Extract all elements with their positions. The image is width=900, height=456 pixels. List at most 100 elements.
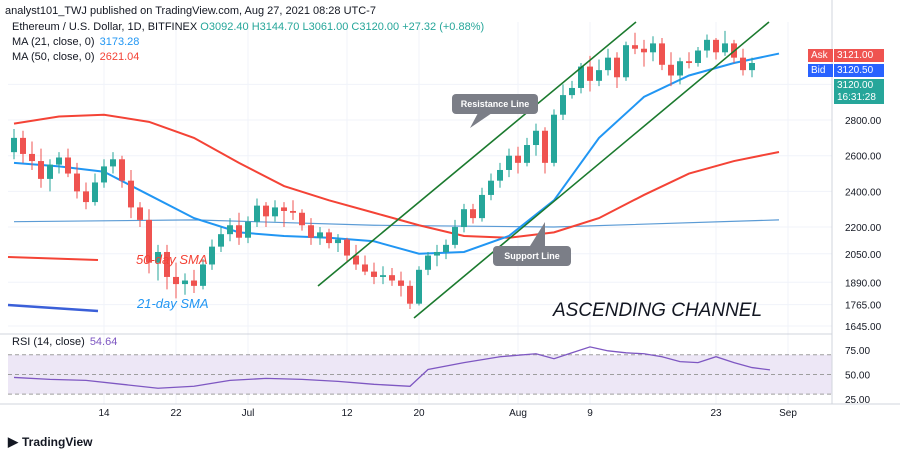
candle-body [110, 159, 116, 167]
resistance-pointer [470, 113, 492, 128]
candle-body [686, 61, 692, 64]
candle-body [695, 50, 701, 64]
candle-body [326, 232, 332, 244]
chart-annotation-title: ASCENDING CHANNEL [553, 300, 763, 321]
candle-body [560, 95, 566, 115]
date-tick-label: Sep [779, 408, 797, 419]
candle-body [308, 225, 314, 238]
candle-body [533, 130, 539, 146]
ma50-line [7, 113, 780, 261]
candle-body [578, 66, 584, 88]
date-tick-label: 9 [587, 408, 593, 419]
candle-body [137, 207, 143, 220]
candle-body [335, 239, 341, 244]
candle-body [254, 205, 260, 222]
candle-body [92, 182, 98, 203]
rsi-tick-label: 25.00 [845, 395, 870, 406]
last-price: 3120.00 [834, 79, 884, 92]
rsi-pane [8, 346, 832, 395]
candle-body [722, 43, 728, 53]
candle-body [425, 255, 431, 270]
candle-body [713, 39, 719, 53]
candle-body [227, 225, 233, 235]
candle-body [605, 57, 611, 71]
rsi-path [13, 346, 771, 389]
candle-body [389, 275, 395, 281]
rsi-tick-label: 75.00 [845, 346, 870, 357]
candle-body [416, 269, 422, 304]
candle-body [281, 207, 287, 211]
candle-body [596, 70, 602, 81]
candle-body [380, 275, 386, 277]
candle-body [11, 137, 17, 153]
rsi-tick-label: 50.00 [845, 370, 870, 381]
ma21-legend: MA (21, close, 0) 3173.28 [12, 36, 140, 48]
candle-body [290, 210, 296, 213]
candle-body [488, 180, 494, 195]
candle-body [56, 157, 62, 165]
candle-body [551, 114, 557, 163]
candle-body [623, 45, 629, 78]
candle-countdown: 16:31:28 [834, 91, 884, 104]
price-tick-label: 2050.00 [845, 250, 882, 261]
candle-body [434, 251, 440, 256]
candle-body [47, 164, 53, 179]
candle-body [407, 285, 413, 304]
bid-label: Bid [808, 64, 833, 77]
candle-body [704, 39, 710, 51]
ask-label: Ask [808, 49, 833, 62]
candle-body [443, 244, 449, 252]
ascending-channel [317, 21, 770, 319]
candle-body [461, 209, 467, 228]
candle-body [659, 43, 665, 65]
candle-body [740, 57, 746, 71]
symbol-legend: Ethereum / U.S. Dollar, 1D, BITFINEX O30… [12, 21, 485, 33]
candle-body [362, 264, 368, 272]
candle-body [632, 45, 638, 49]
candle-body [83, 191, 89, 203]
resistance-callout: Resistance Line [452, 94, 538, 114]
date-tick-label: 14 [98, 408, 110, 419]
price-tick-label: 2400.00 [845, 187, 882, 198]
candle-body [677, 61, 683, 76]
candle-body [299, 212, 305, 226]
candle-body [497, 169, 503, 181]
ma21-path [13, 52, 780, 255]
support-pointer [530, 222, 545, 246]
candle-body [272, 207, 278, 217]
candle-body [542, 130, 548, 163]
candle-body [128, 180, 134, 208]
candle-body [587, 66, 593, 81]
date-tick-label: Aug [509, 408, 527, 419]
candle-body [452, 227, 458, 245]
support-callout: Support Line [493, 246, 571, 266]
ma50-stub [7, 256, 99, 261]
candle-body [398, 280, 404, 286]
candle-body [479, 194, 485, 219]
bid-value: 3120.50 [834, 64, 884, 77]
candle-body [218, 234, 224, 247]
candle-body [155, 251, 161, 263]
candle-body [29, 153, 35, 162]
candle-body [245, 221, 251, 238]
ask-value: 3121.00 [834, 49, 884, 62]
candle-body [317, 232, 323, 238]
date-tick-label: 23 [710, 408, 722, 419]
candle-body [38, 161, 44, 179]
candle-body [470, 209, 476, 219]
candle-body [506, 155, 512, 170]
candle-body [749, 63, 755, 71]
candle-body [209, 246, 215, 265]
candle-body [74, 173, 80, 192]
price-tick-label: 2800.00 [845, 116, 882, 127]
support-line [413, 21, 770, 319]
date-tick-label: 12 [341, 408, 353, 419]
candle-body [236, 225, 242, 238]
date-tick-label: 20 [413, 408, 425, 419]
ma200-path [13, 219, 780, 228]
price-tick-label: 1890.00 [845, 278, 882, 289]
candles [11, 30, 755, 310]
publisher-line: analyst101_TWJ published on TradingView.… [5, 5, 376, 17]
candle-body [119, 159, 125, 181]
